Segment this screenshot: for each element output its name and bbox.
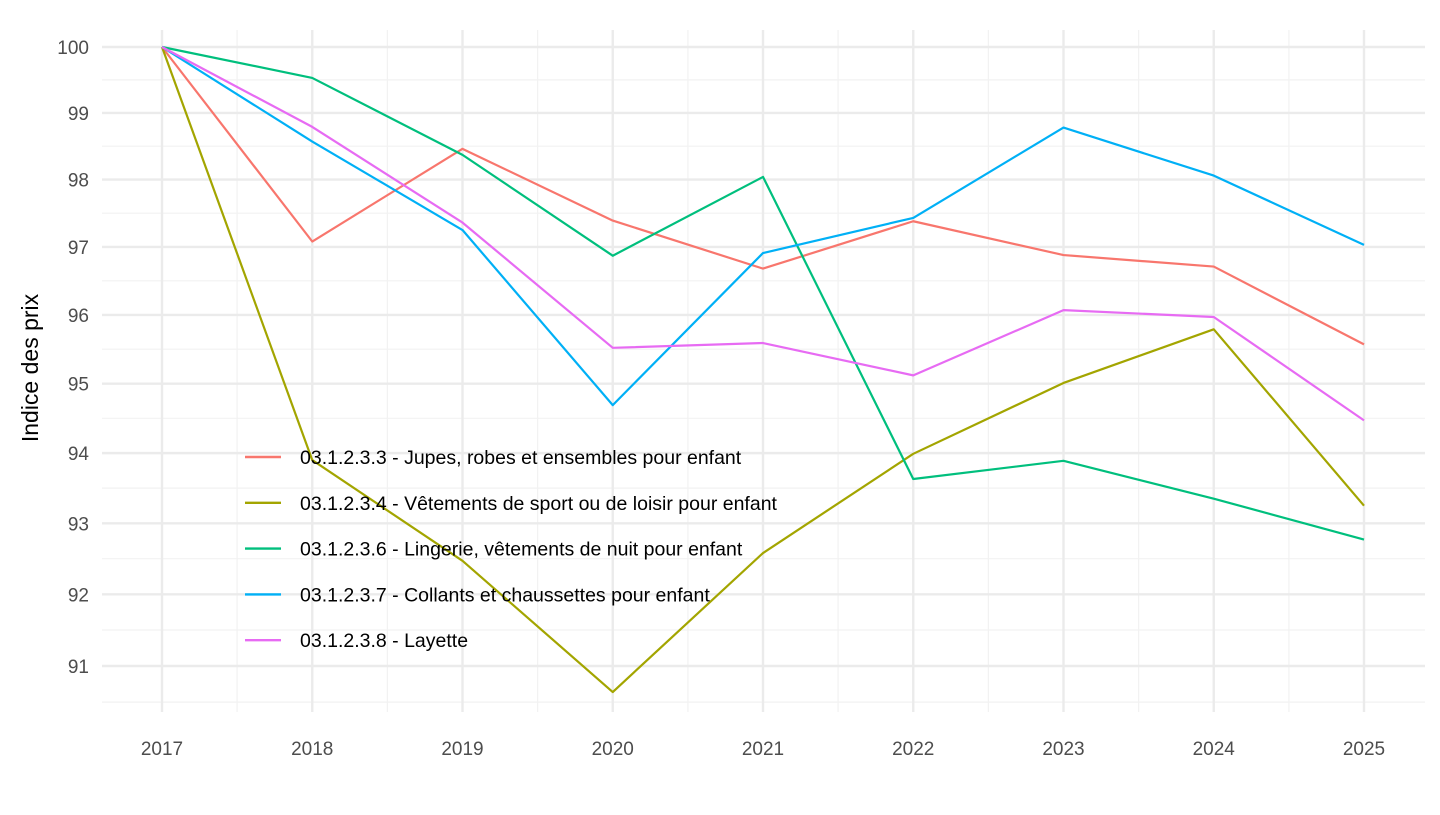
x-tick-label: 2018 bbox=[291, 739, 333, 760]
x-tick-label: 2022 bbox=[892, 739, 934, 760]
legend-label: 03.1.2.3.7 - Collants et chaussettes pou… bbox=[300, 584, 710, 606]
x-axis-ticks: 2017 2018 2019 2020 2021 2022 2023 2024 2025 bbox=[141, 739, 1385, 760]
y-axis-ticks: 91 92 93 94 95 96 97 98 99 100 bbox=[57, 38, 89, 678]
legend-label: 03.1.2.3.6 - Lingerie, vêtements de nuit… bbox=[300, 539, 743, 561]
y-axis-label: Indice des prix bbox=[17, 293, 43, 442]
x-tick-label: 2024 bbox=[1193, 739, 1236, 760]
y-tick-label: 98 bbox=[68, 171, 89, 192]
legend-label: 03.1.2.3.3 - Jupes, robes et ensembles p… bbox=[300, 447, 742, 469]
y-tick-label: 93 bbox=[68, 514, 89, 535]
legend-label: 03.1.2.3.4 - Vêtements de sport ou de lo… bbox=[300, 493, 778, 515]
x-tick-label: 2020 bbox=[592, 739, 634, 760]
y-tick-label: 92 bbox=[68, 585, 89, 606]
legend: 03.1.2.3.3 - Jupes, robes et ensembles p… bbox=[245, 447, 778, 652]
y-tick-label: 91 bbox=[68, 657, 89, 678]
y-tick-label: 94 bbox=[68, 444, 90, 465]
y-tick-label: 96 bbox=[68, 306, 89, 327]
y-tick-label: 95 bbox=[68, 375, 89, 396]
legend-label: 03.1.2.3.8 - Layette bbox=[300, 630, 468, 652]
y-tick-label: 97 bbox=[68, 238, 89, 259]
x-tick-label: 2021 bbox=[742, 739, 784, 760]
x-tick-label: 2019 bbox=[441, 739, 483, 760]
x-tick-label: 2023 bbox=[1042, 739, 1084, 760]
y-tick-label: 100 bbox=[57, 38, 89, 59]
y-tick-label: 99 bbox=[68, 104, 89, 125]
grid bbox=[102, 30, 1425, 712]
x-tick-label: 2025 bbox=[1343, 739, 1385, 760]
x-tick-label: 2017 bbox=[141, 739, 183, 760]
